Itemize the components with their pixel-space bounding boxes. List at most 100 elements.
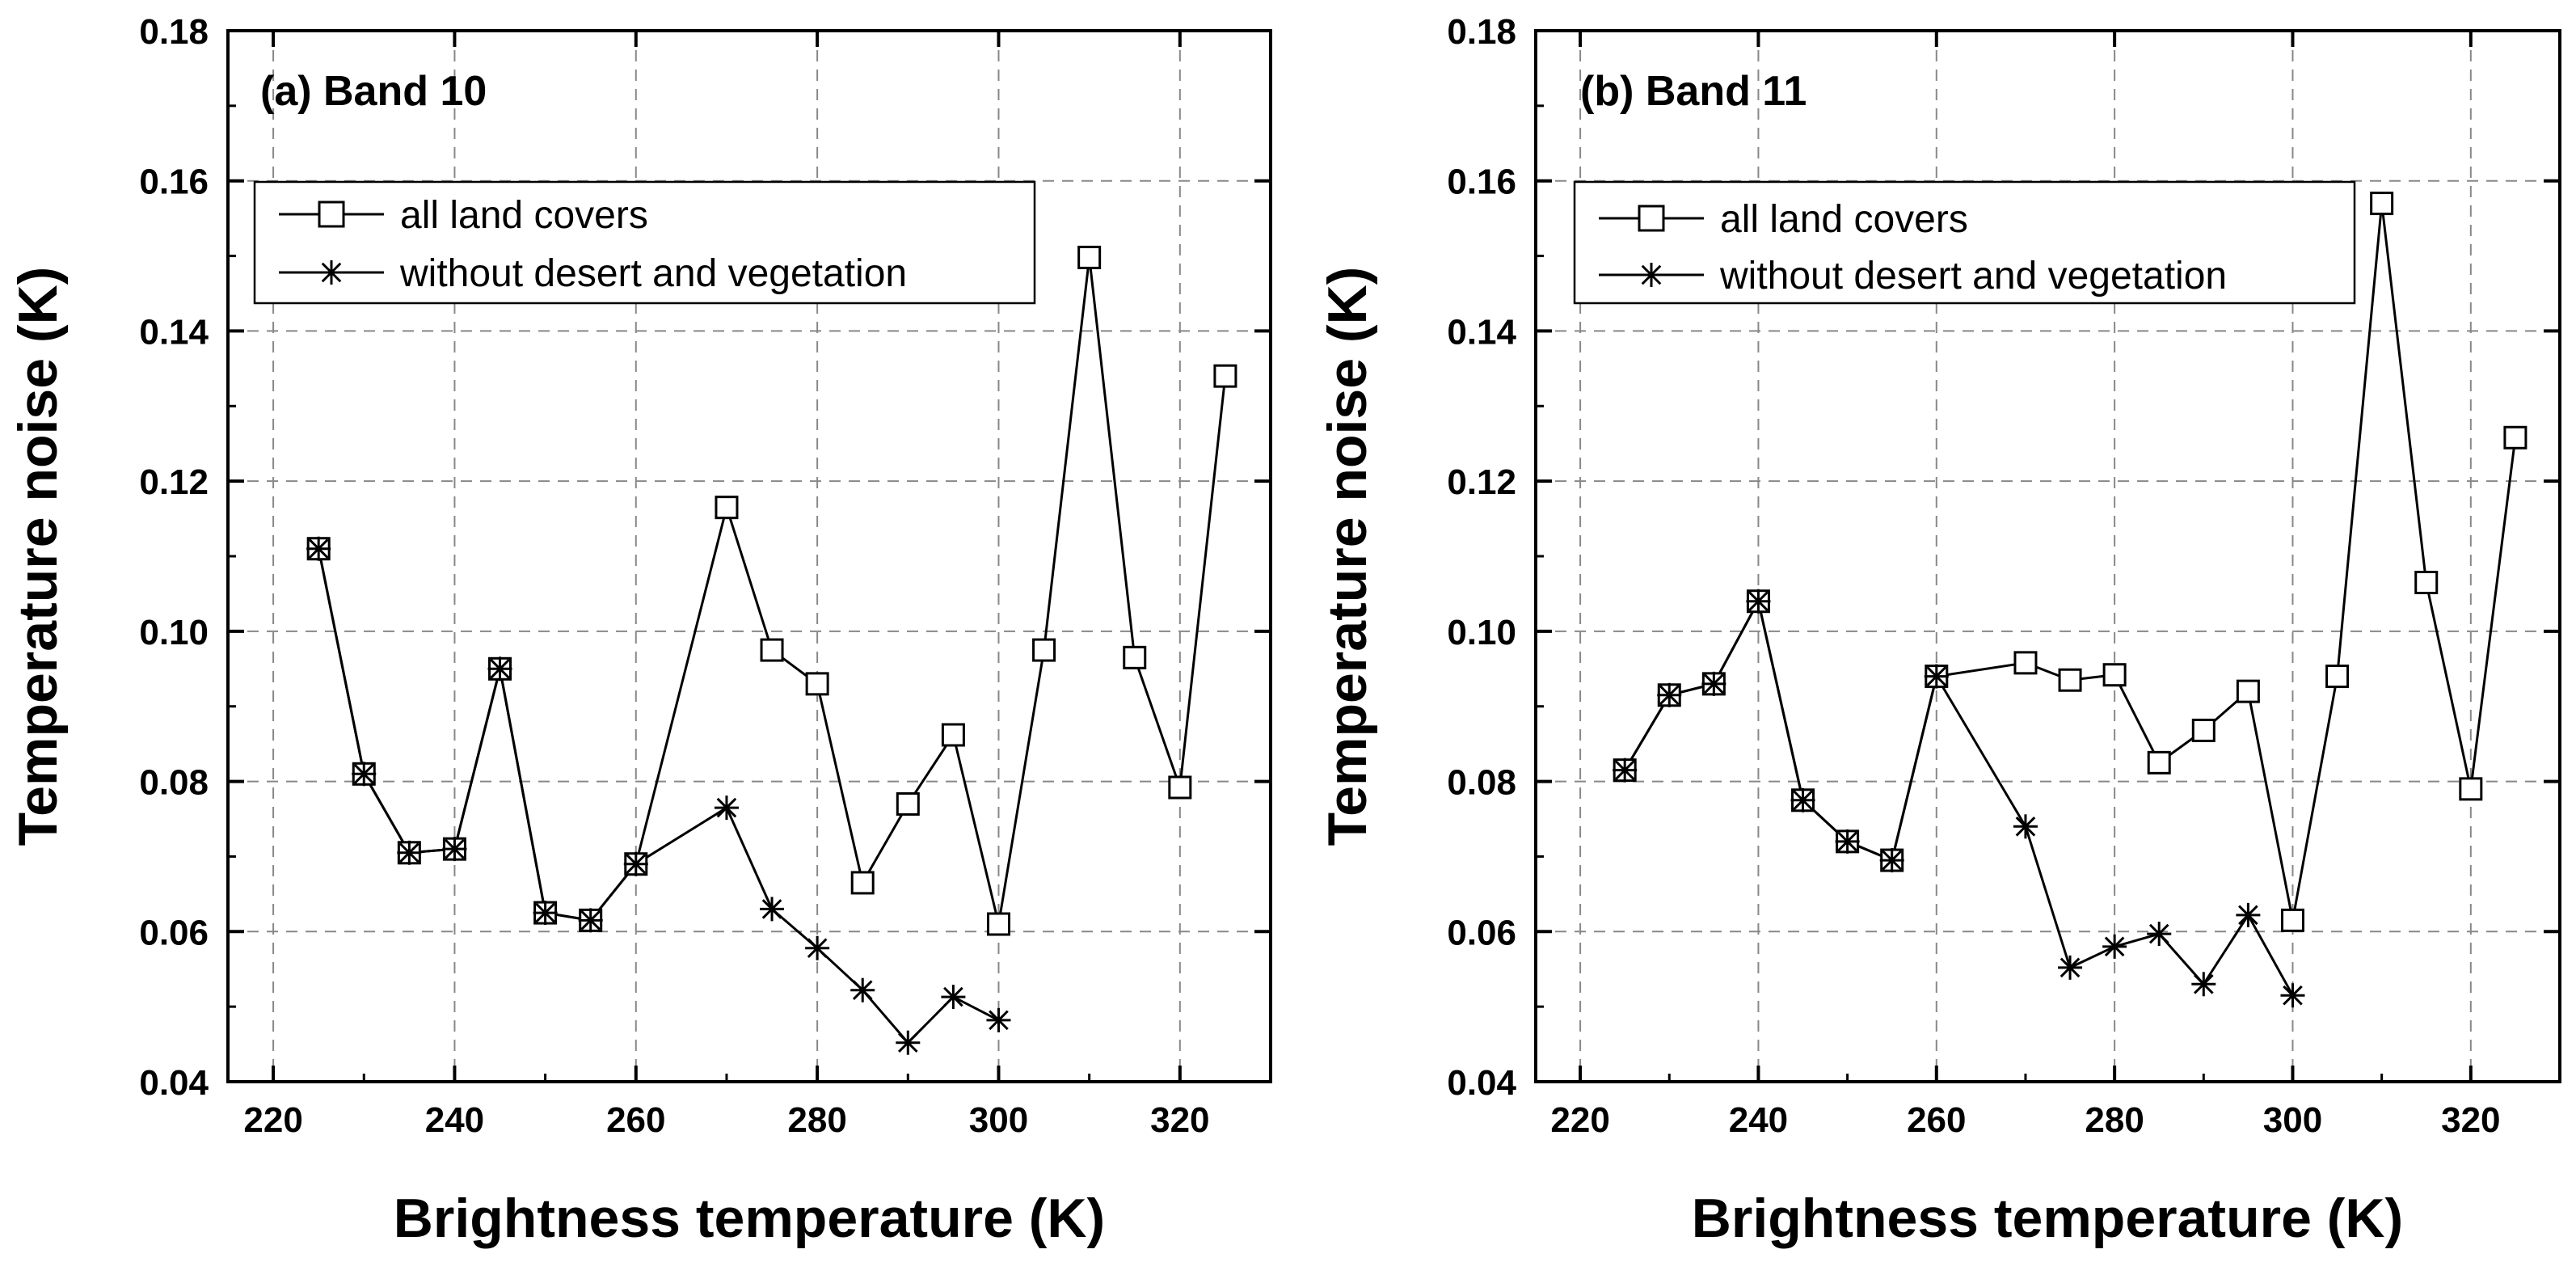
data-point-asterisk bbox=[805, 935, 830, 960]
x-tick-label: 240 bbox=[425, 1100, 484, 1140]
data-point-square bbox=[2503, 425, 2528, 450]
panel-title: (a) Band 10 bbox=[260, 68, 487, 115]
data-point-asterisk bbox=[397, 840, 422, 865]
data-point-square bbox=[850, 871, 875, 895]
data-point-asterisk bbox=[487, 656, 512, 682]
y-tick-label: 0.08 bbox=[139, 763, 209, 803]
y-tick-label: 0.16 bbox=[139, 162, 209, 202]
data-point-square bbox=[2370, 192, 2394, 216]
data-point-asterisk bbox=[850, 977, 875, 1002]
y-tick-label: 0.16 bbox=[1447, 162, 1516, 202]
data-point-asterisk bbox=[2013, 814, 2038, 839]
x-tick-label: 320 bbox=[2441, 1100, 2500, 1140]
y-tick-label: 0.14 bbox=[139, 312, 209, 352]
data-point-asterisk bbox=[578, 908, 603, 933]
data-point-asterisk bbox=[533, 901, 558, 926]
y-axis-title: Temperature noise (K) bbox=[1317, 267, 1378, 846]
y-tick-label: 0.12 bbox=[139, 462, 209, 502]
data-point-asterisk bbox=[986, 1007, 1011, 1032]
data-point-square bbox=[760, 638, 784, 662]
legend: all land covers without desert and veget… bbox=[1573, 180, 2356, 305]
x-tick-label: 260 bbox=[606, 1100, 665, 1140]
data-point-asterisk bbox=[623, 851, 648, 876]
panel-band-10: 220 240 260 280 300 320 0.04 0.06 0.08 0.10 0.12 0.… bbox=[7, 12, 1272, 1249]
legend-marker-asterisk bbox=[1639, 263, 1663, 287]
x-tick-label: 320 bbox=[1150, 1100, 1209, 1140]
x-tick-label: 300 bbox=[969, 1100, 1028, 1140]
data-point-square bbox=[1032, 638, 1056, 662]
data-point-asterisk bbox=[2191, 972, 2216, 997]
data-point-asterisk bbox=[442, 837, 467, 862]
data-point-square bbox=[2280, 908, 2304, 932]
legend-marker-square bbox=[1638, 205, 1665, 232]
data-point-square bbox=[1123, 645, 1147, 669]
y-tick-label: 0.14 bbox=[1447, 312, 1516, 352]
data-point-asterisk bbox=[2147, 922, 2172, 947]
data-point-square bbox=[2058, 668, 2082, 692]
data-point-square bbox=[2013, 651, 2038, 675]
x-tick-label: 240 bbox=[1729, 1100, 1788, 1140]
y-axis-title: Temperature noise (K) bbox=[7, 267, 69, 846]
data-point-square bbox=[2459, 777, 2483, 801]
x-tick-label: 280 bbox=[787, 1100, 846, 1140]
panel-band-11: 220 240 260 280 300 320 0.04 0.06 0.08 0.10 0.12 0.… bbox=[1317, 12, 2561, 1249]
series-markers bbox=[1613, 192, 2528, 1008]
legend-label-all-land-covers: all land covers bbox=[1720, 198, 1968, 241]
legend-label-all-land-covers: all land covers bbox=[400, 194, 648, 237]
panel-title: (b) Band 11 bbox=[1580, 68, 1807, 115]
data-point-asterisk bbox=[1746, 589, 1771, 614]
data-point-square bbox=[2102, 663, 2127, 687]
data-point-square bbox=[986, 912, 1010, 936]
legend-asterisk-glyph bbox=[319, 260, 344, 285]
data-point-asterisk bbox=[306, 536, 331, 561]
series-markers bbox=[306, 245, 1237, 1055]
data-point-asterisk bbox=[1790, 787, 1815, 812]
y-tick-label: 0.12 bbox=[1447, 462, 1516, 502]
data-point-square bbox=[2414, 571, 2439, 594]
data-point-asterisk bbox=[714, 796, 739, 821]
y-tick-label: 0.18 bbox=[1447, 12, 1516, 52]
y-tick-label: 0.06 bbox=[139, 913, 209, 952]
data-point-asterisk bbox=[352, 762, 377, 787]
data-point-square bbox=[805, 672, 829, 696]
data-point-asterisk bbox=[941, 985, 966, 1010]
x-tick-label: 220 bbox=[1550, 1100, 1609, 1140]
series-line-without-desert-and-vegetation bbox=[1623, 597, 2294, 996]
legend-box bbox=[253, 180, 1036, 305]
x-tick-label: 280 bbox=[2085, 1100, 2144, 1140]
y-tick-label: 0.10 bbox=[139, 613, 209, 652]
series-line-all-land-covers bbox=[317, 257, 1227, 925]
data-point-asterisk bbox=[760, 897, 785, 922]
data-point-asterisk bbox=[1613, 758, 1638, 783]
y-tick-label: 0.06 bbox=[1447, 913, 1516, 952]
data-point-square bbox=[1168, 775, 1192, 800]
x-tick-label: 260 bbox=[1907, 1100, 1966, 1140]
y-tick-label: 0.08 bbox=[1447, 763, 1516, 803]
data-point-asterisk bbox=[1924, 664, 1949, 689]
y-tick-label: 0.18 bbox=[139, 12, 209, 52]
legend-asterisk-glyph bbox=[1639, 263, 1663, 287]
data-point-asterisk bbox=[1657, 682, 1682, 707]
y-tick-label: 0.04 bbox=[1447, 1063, 1516, 1103]
y-tick-label: 0.04 bbox=[139, 1063, 209, 1103]
data-point-square bbox=[715, 496, 739, 520]
data-point-square bbox=[2191, 718, 2216, 742]
axis-ticks: 220 240 260 280 300 320 0.04 0.06 0.08 0.10 0.12 0.… bbox=[1447, 12, 2561, 1140]
data-point-asterisk bbox=[896, 1030, 921, 1055]
x-tick-label: 300 bbox=[2263, 1100, 2322, 1140]
axis-ticks: 220 240 260 280 300 320 0.04 0.06 0.08 0.10 0.12 0.… bbox=[139, 12, 1272, 1140]
data-point-square bbox=[896, 791, 920, 816]
legend-marker-asterisk bbox=[319, 260, 344, 285]
data-point-square bbox=[1213, 364, 1237, 388]
data-point-asterisk bbox=[2280, 983, 2305, 1008]
data-point-square bbox=[2236, 679, 2260, 703]
x-axis-title: Brightness temperature (K) bbox=[394, 1188, 1105, 1249]
legend-label-without-desert: without desert and vegetation bbox=[1719, 255, 2227, 298]
x-axis-title: Brightness temperature (K) bbox=[1692, 1188, 2403, 1249]
legend: all land covers without desert and veget… bbox=[253, 180, 1036, 305]
data-point-asterisk bbox=[2236, 902, 2261, 927]
y-tick-label: 0.10 bbox=[1447, 613, 1516, 652]
data-point-square bbox=[2147, 750, 2171, 775]
data-point-square bbox=[941, 723, 965, 747]
